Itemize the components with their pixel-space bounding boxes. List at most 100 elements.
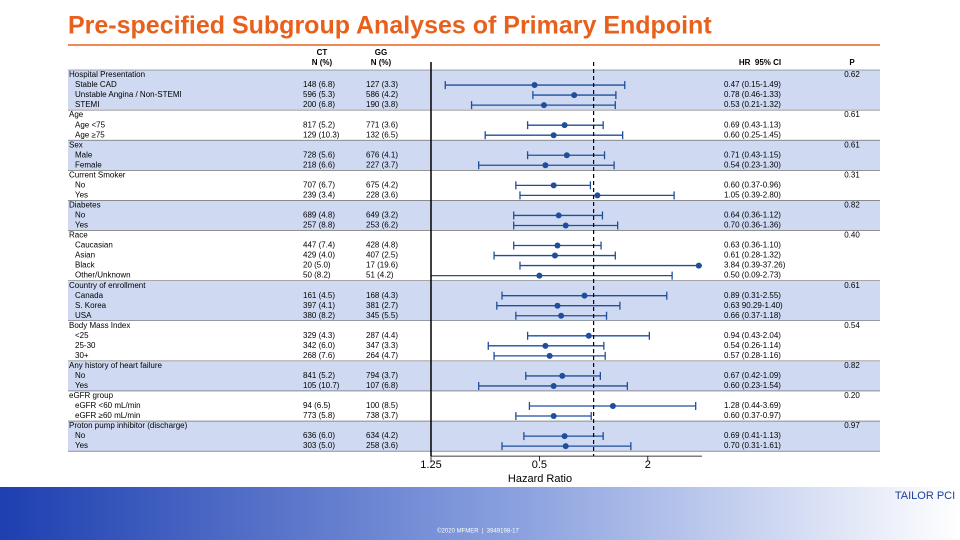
group-label: Sex	[69, 140, 83, 149]
row-label: S. Korea	[75, 301, 107, 310]
row-label: Yes	[75, 381, 88, 390]
footer-band	[0, 487, 960, 540]
ct-count: 257 (8.8)	[303, 221, 335, 230]
row-label: 25-30	[75, 341, 96, 350]
ct-count: 200 (6.8)	[303, 100, 335, 109]
gg-count: 100 (8.5)	[366, 401, 398, 410]
ct-count: 148 (6.8)	[303, 80, 335, 89]
gg-count: 287 (4.4)	[366, 331, 398, 340]
col-header: HR 95% CI	[739, 58, 781, 67]
ct-count: 161 (4.5)	[303, 291, 335, 300]
gg-count: 264 (4.7)	[366, 351, 398, 360]
row-label: No	[75, 371, 86, 380]
gg-count: 586 (4.2)	[366, 90, 398, 99]
hr-label: 0.60 (0.23-1.54)	[724, 381, 781, 390]
hr-label: 0.60 (0.37-0.96)	[724, 180, 781, 189]
hr-label: 0.89 (0.31-2.55)	[724, 291, 781, 300]
ct-count: 596 (5.3)	[303, 90, 335, 99]
col-header: N (%)	[371, 58, 392, 67]
x-tick-label: 1.25	[420, 459, 441, 471]
row-label: Female	[75, 160, 102, 169]
hr-label: 0.60 (0.37-0.97)	[724, 411, 781, 420]
p-value: 0.61	[844, 281, 860, 290]
p-value: 0.40	[844, 231, 860, 240]
group-band	[68, 280, 880, 321]
gg-count: 168 (4.3)	[366, 291, 398, 300]
group-label: Any history of heart failure	[69, 361, 162, 370]
hr-point	[571, 92, 578, 99]
brand: TAILOR PCI	[895, 490, 955, 502]
hr-label: 1.05 (0.39-2.80)	[724, 190, 781, 199]
hr-point	[609, 403, 616, 410]
hr-label: 0.78 (0.46-1.33)	[724, 90, 781, 99]
hr-label: 0.54 (0.26-1.14)	[724, 341, 781, 350]
row-label: Unstable Angina / Non-STEMI	[75, 90, 182, 99]
gg-count: 227 (3.7)	[366, 160, 398, 169]
ct-count: 329 (4.3)	[303, 331, 335, 340]
ct-count: 447 (7.4)	[303, 241, 335, 250]
ct-count: 773 (5.8)	[303, 411, 335, 420]
hr-point	[695, 262, 702, 269]
group-label: Body Mass Index	[69, 321, 130, 330]
hr-label: 0.94 (0.43-2.04)	[724, 331, 781, 340]
ct-count: 689 (4.8)	[303, 211, 335, 220]
row-label: eGFR ≥60 mL/min	[75, 411, 140, 420]
p-value: 0.82	[844, 201, 860, 210]
col-header: P	[849, 58, 855, 67]
hr-point	[551, 252, 558, 259]
gg-count: 634 (4.2)	[366, 431, 398, 440]
gg-count: 676 (4.1)	[366, 150, 398, 159]
gg-count: 253 (6.2)	[366, 221, 398, 230]
row-label: Yes	[75, 441, 88, 450]
col-header: CT	[317, 48, 328, 57]
hr-point	[550, 382, 557, 389]
gg-count: 345 (5.5)	[366, 311, 398, 320]
ct-count: 239 (3.4)	[303, 190, 335, 199]
x-tick-label: 2	[645, 459, 651, 471]
gg-count: 675 (4.2)	[366, 180, 398, 189]
gg-count: 738 (3.7)	[366, 411, 398, 420]
bands	[68, 69, 880, 452]
gg-count: 228 (3.6)	[366, 190, 398, 199]
p-value: 0.20	[844, 391, 860, 400]
gg-count: 407 (2.5)	[366, 251, 398, 260]
hr-label: 0.61 (0.28-1.32)	[724, 251, 781, 260]
hr-label: 0.63 90.29-1.40)	[724, 301, 783, 310]
gg-count: 51 (4.2)	[366, 271, 394, 280]
gg-count: 127 (3.3)	[366, 80, 398, 89]
hr-label: 0.69 (0.43-1.13)	[724, 120, 781, 129]
row-label: Black	[75, 261, 96, 270]
group-band	[68, 360, 880, 391]
p-value: 0.61	[844, 140, 860, 149]
hr-point	[536, 272, 543, 279]
p-value: 0.62	[844, 70, 860, 79]
ct-count: 303 (5.0)	[303, 441, 335, 450]
ct-count: 841 (5.2)	[303, 371, 335, 380]
ct-count: 397 (4.1)	[303, 301, 335, 310]
gg-count: 771 (3.6)	[366, 120, 398, 129]
gg-count: 17 (19.6)	[366, 261, 398, 270]
plot: Hospital Presentation 0.62 Stable CAD 148 (…	[69, 62, 860, 471]
hr-point	[562, 222, 569, 229]
ct-count: 20 (5.0)	[303, 261, 331, 270]
row-label: Caucasian	[75, 241, 113, 250]
hr-point	[561, 433, 568, 440]
hr-label: 0.66 (0.37-1.18)	[724, 311, 781, 320]
gg-count: 794 (3.7)	[366, 371, 398, 380]
p-value: 0.61	[844, 110, 860, 119]
hr-point	[542, 342, 549, 349]
copyright: ©2020 MFMER | 3949198-17	[437, 528, 519, 535]
gg-count: 132 (6.5)	[366, 130, 398, 139]
group-band	[68, 421, 880, 452]
title: Pre-specified Subgroup Analyses of Prima…	[68, 12, 712, 40]
row-label: Age <75	[75, 120, 106, 129]
row-label: Yes	[75, 190, 88, 199]
col-header: N (%)	[312, 58, 333, 67]
hr-label: 0.70 (0.36-1.36)	[724, 221, 781, 230]
hr-label: 0.69 (0.41-1.13)	[724, 431, 781, 440]
group-band	[68, 200, 880, 231]
hr-label: 0.70 (0.31-1.61)	[724, 441, 781, 450]
p-value: 0.54	[844, 321, 860, 330]
ct-count: 105 (10.7)	[303, 381, 340, 390]
